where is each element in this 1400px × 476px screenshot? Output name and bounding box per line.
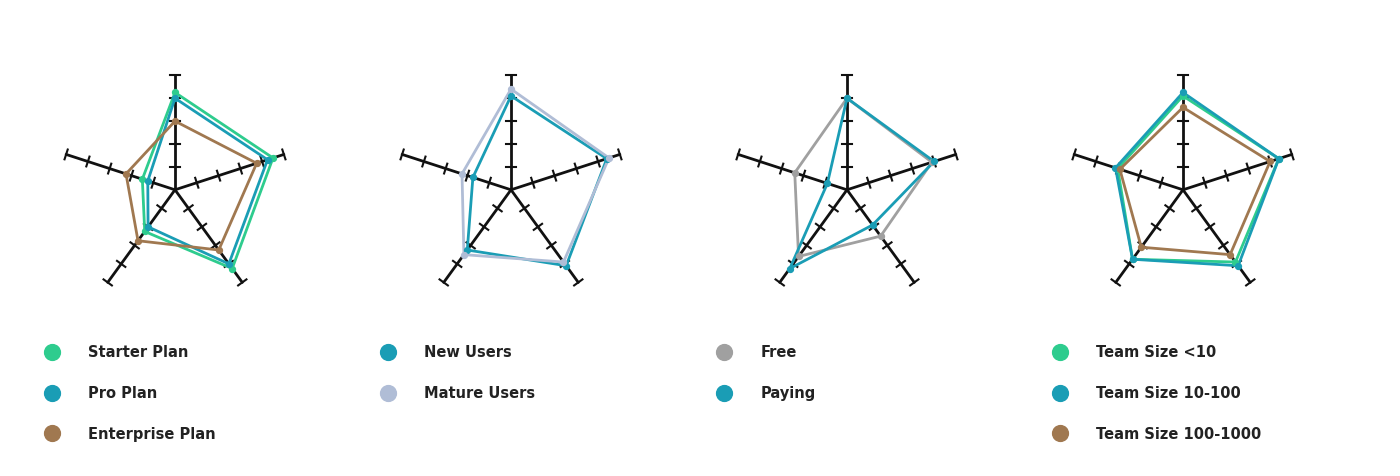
Point: [1267, 156, 1289, 163]
Text: Enterprise Plan: Enterprise Plan: [88, 426, 216, 441]
Point: [861, 222, 883, 229]
Point: [713, 348, 735, 356]
Point: [869, 233, 892, 240]
Point: [836, 95, 858, 103]
Point: [1049, 348, 1071, 356]
Point: [127, 238, 150, 245]
Point: [132, 176, 154, 184]
Point: [451, 171, 473, 178]
Point: [1172, 104, 1194, 112]
Point: [500, 93, 522, 100]
Point: [1049, 389, 1071, 397]
Point: [1259, 159, 1281, 166]
Point: [1049, 429, 1071, 437]
Point: [115, 171, 137, 178]
Point: [778, 265, 801, 273]
Point: [816, 180, 839, 188]
Point: [133, 228, 155, 236]
Point: [1121, 256, 1144, 264]
Text: Mature Users: Mature Users: [424, 385, 535, 400]
Point: [137, 178, 160, 185]
Point: [245, 160, 267, 168]
Text: New Users: New Users: [424, 345, 512, 360]
Point: [137, 224, 160, 231]
Point: [552, 258, 574, 266]
Point: [787, 253, 809, 261]
Text: Starter Plan: Starter Plan: [88, 345, 189, 360]
Point: [456, 247, 479, 254]
Point: [598, 155, 620, 162]
Point: [1267, 156, 1289, 163]
Point: [377, 348, 399, 356]
Text: Team Size 10-100: Team Size 10-100: [1096, 385, 1240, 400]
Point: [41, 389, 63, 397]
Point: [462, 174, 484, 182]
Point: [377, 389, 399, 397]
Point: [452, 251, 475, 259]
Text: Paying: Paying: [760, 385, 815, 400]
Point: [164, 95, 186, 103]
Text: Pro Plan: Pro Plan: [88, 385, 157, 400]
Point: [784, 169, 806, 177]
Point: [1224, 258, 1246, 266]
Point: [41, 348, 63, 356]
Point: [217, 260, 239, 268]
Point: [256, 157, 279, 164]
Text: Free: Free: [760, 345, 797, 360]
Text: Team Size <10: Team Size <10: [1096, 345, 1217, 360]
Point: [1226, 262, 1249, 270]
Point: [923, 159, 945, 166]
Point: [262, 155, 284, 162]
Point: [1172, 93, 1194, 100]
Point: [207, 247, 230, 254]
Point: [595, 156, 617, 163]
Point: [164, 118, 186, 126]
Point: [1172, 89, 1194, 97]
Point: [221, 265, 244, 273]
Point: [921, 159, 944, 167]
Point: [1105, 165, 1127, 172]
Point: [41, 429, 63, 437]
Point: [1219, 251, 1242, 259]
Point: [1106, 166, 1128, 173]
Point: [1130, 244, 1152, 251]
Point: [836, 95, 858, 103]
Point: [164, 89, 186, 97]
Point: [713, 389, 735, 397]
Point: [1109, 166, 1131, 174]
Text: Team Size 100-1000: Team Size 100-1000: [1096, 426, 1261, 441]
Point: [500, 86, 522, 94]
Point: [554, 262, 577, 270]
Point: [1121, 256, 1144, 264]
